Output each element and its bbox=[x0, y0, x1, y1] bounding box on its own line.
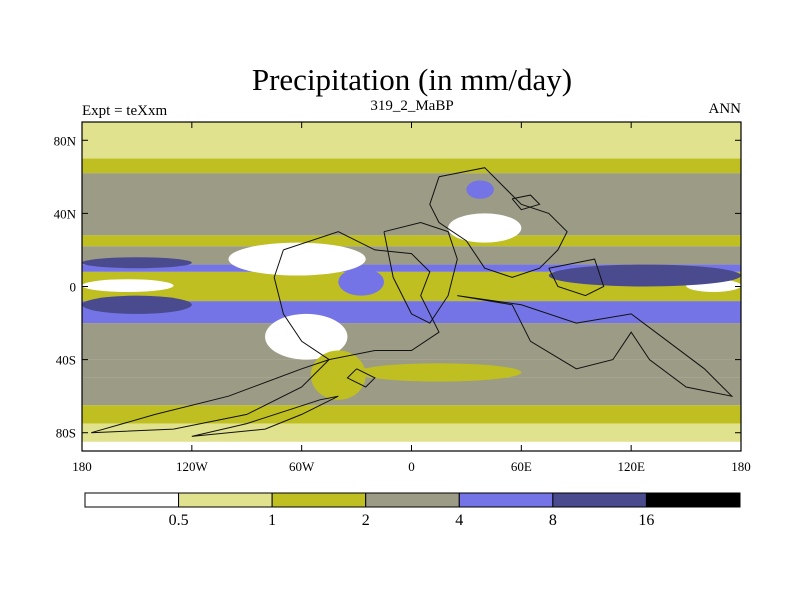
colorbar-label-3: 4 bbox=[455, 512, 463, 529]
x-tick-label-0: 180 bbox=[72, 459, 92, 474]
colorbar-swatch-6 bbox=[645, 492, 741, 508]
precip-feature-3 bbox=[265, 313, 348, 360]
continent-outlines bbox=[91, 167, 734, 437]
colorbar-swatch-1 bbox=[178, 492, 273, 508]
x-tick-label-6: 180 bbox=[731, 459, 751, 474]
precip-band-7 bbox=[82, 301, 741, 324]
colorbar: 0.5 1 2 4 8 16 bbox=[84, 492, 741, 529]
precip-feature-11 bbox=[356, 363, 522, 382]
continent-outline-0 bbox=[273, 231, 440, 361]
precip-band-5 bbox=[82, 264, 741, 272]
colorbar-label-4: 8 bbox=[549, 512, 557, 529]
y-tick-label-3: 40S bbox=[56, 353, 76, 368]
colorbar-label-1: 1 bbox=[268, 512, 276, 529]
colorbar-swatch-5 bbox=[552, 492, 647, 508]
precip-feature-0 bbox=[82, 279, 174, 292]
continent-outline-3 bbox=[548, 258, 605, 297]
timeslice-label: 319_2_MaBP bbox=[370, 98, 453, 114]
precip-feature-6 bbox=[82, 295, 192, 314]
precip-feature-9 bbox=[338, 268, 385, 296]
x-tick-label-3: 0 bbox=[408, 459, 415, 474]
precip-band-3 bbox=[82, 235, 741, 247]
colorbar-swatch-3 bbox=[365, 492, 460, 508]
precip-feature-4 bbox=[448, 213, 522, 243]
continent-outline-5 bbox=[91, 359, 330, 434]
precip-band-11 bbox=[82, 405, 741, 424]
colorbar-swatch-2 bbox=[271, 492, 367, 508]
continent-outline-6 bbox=[191, 395, 339, 437]
precip-band-0 bbox=[82, 122, 741, 159]
x-tick-label-1: 120W bbox=[176, 459, 209, 474]
y-tick-label-1: 40N bbox=[54, 206, 77, 221]
y-tick-label-4: 80S bbox=[56, 426, 76, 441]
precip-band-1 bbox=[82, 158, 741, 174]
continent-outline-8 bbox=[511, 194, 541, 211]
colorbar-label-2: 2 bbox=[362, 512, 370, 529]
continent-outline-2 bbox=[383, 221, 458, 324]
colorbar-label-0: 0.5 bbox=[169, 512, 189, 529]
y-tick-label-2: 0 bbox=[70, 280, 77, 295]
experiment-label: Expt = teXxm bbox=[82, 103, 167, 119]
colorbar-swatch-0 bbox=[84, 492, 180, 508]
precip-feature-2 bbox=[228, 242, 366, 276]
precip-band-8 bbox=[82, 323, 741, 360]
precip-feature-7 bbox=[82, 257, 192, 269]
x-tick-label-2: 60W bbox=[289, 459, 315, 474]
precipitation-field bbox=[82, 122, 741, 451]
season-label: ANN bbox=[709, 101, 742, 117]
colorbar-label-5: 16 bbox=[638, 512, 654, 529]
precip-feature-5 bbox=[548, 264, 741, 287]
axes: 180 120W 60W 0 60E 120E 180 80N 40N 0 40S 80S bbox=[54, 122, 751, 474]
precip-band-12 bbox=[82, 423, 741, 442]
continent-outline-7 bbox=[346, 368, 376, 388]
chart-title: Precipitation (in mm/day) bbox=[252, 62, 572, 97]
continent-outline-1 bbox=[429, 167, 568, 278]
precip-feature-8 bbox=[466, 180, 494, 199]
y-tick-label-0: 80N bbox=[54, 133, 77, 148]
precip-band-2 bbox=[82, 173, 741, 236]
colorbar-swatch-4 bbox=[458, 492, 554, 508]
continent-outline-4 bbox=[457, 295, 734, 398]
x-tick-label-5: 120E bbox=[617, 459, 645, 474]
x-tick-label-4: 60E bbox=[511, 459, 532, 474]
precip-feature-10 bbox=[310, 350, 366, 400]
precip-band-10 bbox=[82, 377, 741, 406]
